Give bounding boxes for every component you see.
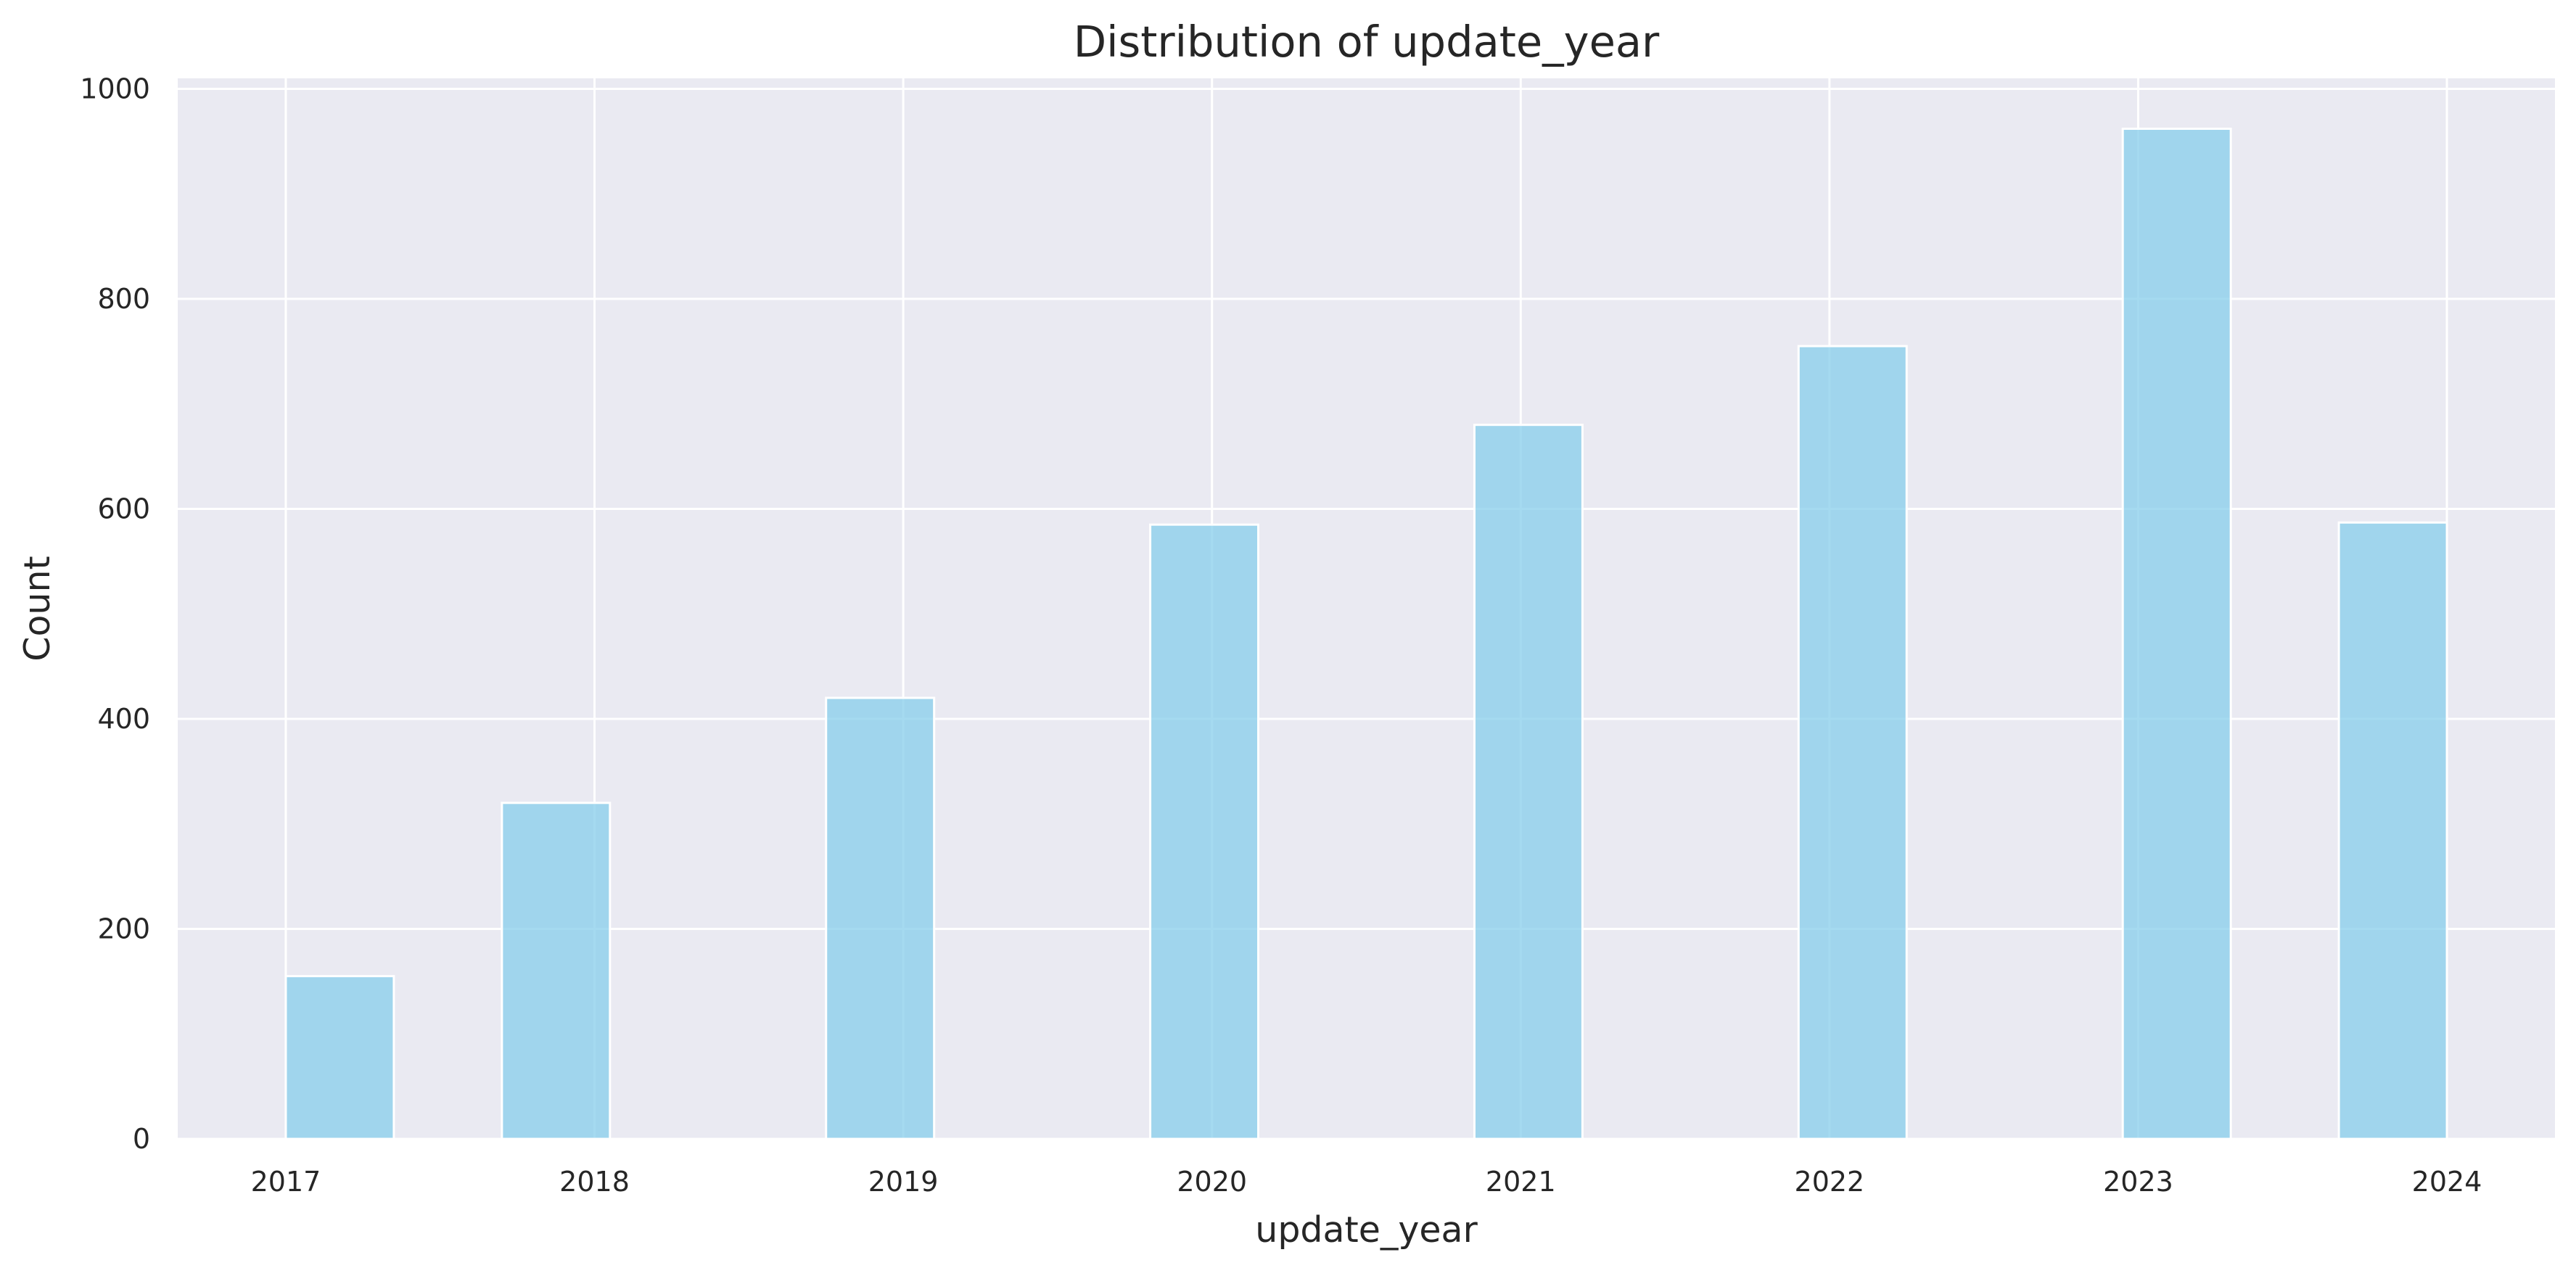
- x-tick-label: 2018: [559, 1166, 630, 1198]
- x-tick-label: 2020: [1177, 1166, 1247, 1198]
- y-tick-label: 1000: [80, 73, 150, 104]
- y-axis-title: Count: [17, 556, 58, 662]
- bar-8: [2337, 521, 2448, 1140]
- x-tick-label: 2021: [1486, 1166, 1556, 1198]
- x-tick-label: 2023: [2103, 1166, 2173, 1198]
- bar-4: [1149, 523, 1260, 1140]
- x-tick-label: 2022: [1795, 1166, 1865, 1198]
- chart-title: Distribution of update_year: [1074, 17, 1660, 67]
- y-axis-ticks: 0 200 400 600 800 1000: [80, 73, 150, 1155]
- bar-3: [825, 696, 936, 1140]
- x-axis-title: update_year: [1255, 1209, 1478, 1251]
- y-tick-label: 0: [133, 1123, 150, 1155]
- x-tick-label: 2019: [868, 1166, 939, 1198]
- bar-7: [2121, 127, 2232, 1140]
- x-tick-label: 2024: [2412, 1166, 2482, 1198]
- bar-2: [501, 802, 612, 1140]
- y-tick-label: 600: [97, 493, 150, 524]
- bars: [284, 127, 2448, 1140]
- y-tick-label: 800: [97, 283, 150, 315]
- x-axis-ticks: 2017 2018 2019 2020 2021 2022 2023 2024: [251, 1166, 2482, 1198]
- y-tick-label: 200: [97, 913, 150, 944]
- y-tick-label: 400: [97, 703, 150, 735]
- bar-6: [1797, 345, 1908, 1140]
- x-tick-label: 2017: [251, 1166, 321, 1198]
- bar-1: [284, 975, 395, 1140]
- bar-5: [1473, 424, 1584, 1140]
